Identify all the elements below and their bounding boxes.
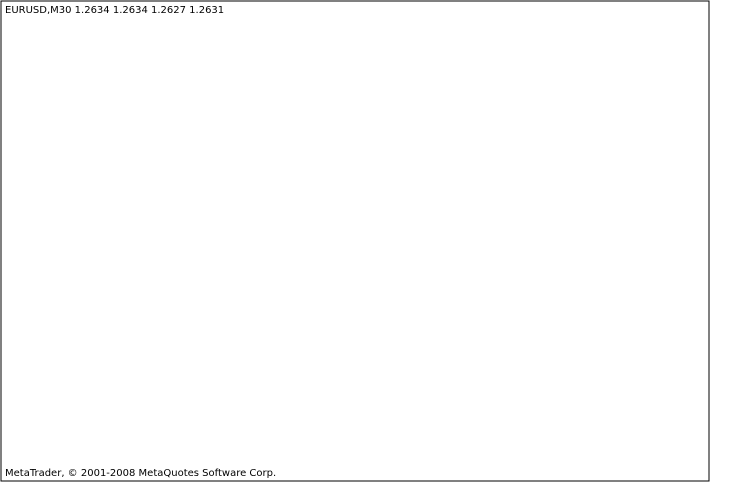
chart-title: EURUSD,M30 1.2634 1.2634 1.2627 1.2631 xyxy=(5,5,224,16)
plot-frame xyxy=(0,0,710,482)
footer: MetaTrader, © 2001-2008 MetaQuotes Softw… xyxy=(5,468,276,479)
